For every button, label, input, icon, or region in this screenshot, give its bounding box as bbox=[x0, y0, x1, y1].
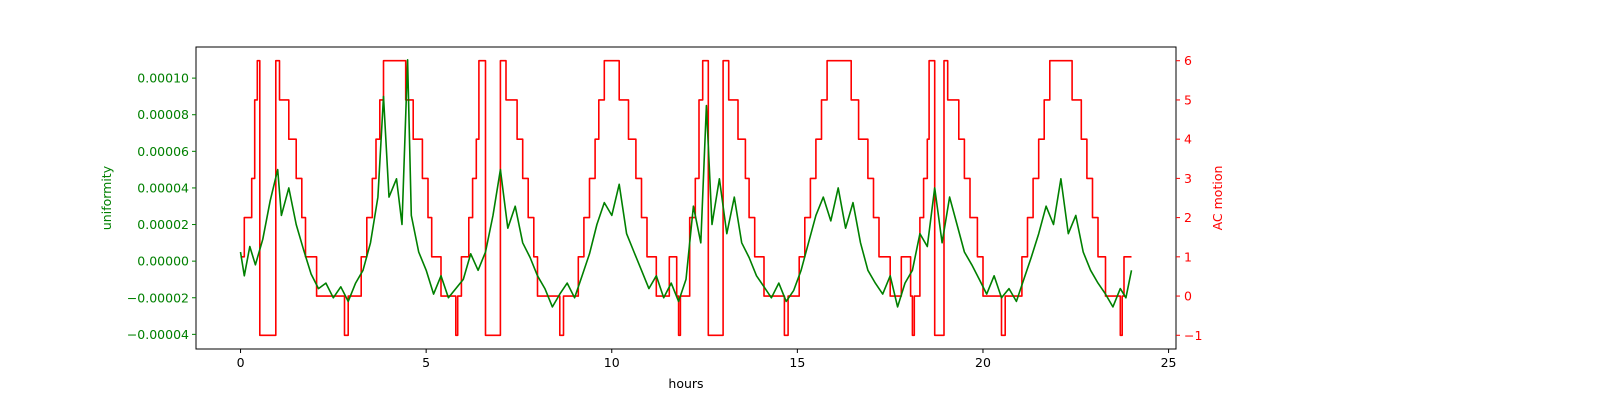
uniformity-series-line bbox=[239, 59, 1133, 308]
plot-frame bbox=[195, 46, 1177, 350]
x-tick-label: 15 bbox=[789, 355, 805, 370]
x-axis: 0 5 10 15 20 25 bbox=[237, 349, 1177, 370]
x-tick-label: 0 bbox=[237, 355, 245, 370]
y-right-tick-label: 4 bbox=[1184, 132, 1192, 147]
y-right-tick-label: 2 bbox=[1184, 210, 1192, 225]
x-axis-label: hours bbox=[668, 376, 703, 391]
y-axis-left-label: uniformity bbox=[99, 165, 114, 230]
y-right-tick-label: −1 bbox=[1184, 328, 1202, 343]
y-axis-right: −1 0 1 2 3 4 5 6 bbox=[1176, 53, 1202, 343]
y-left-tick-label: 0.00010 bbox=[137, 71, 189, 86]
y-right-tick-label: 3 bbox=[1184, 171, 1192, 186]
y-left-tick-label: 0.00002 bbox=[137, 217, 189, 232]
series-layer bbox=[239, 59, 1133, 337]
y-left-tick-label: 0.00008 bbox=[137, 107, 189, 122]
y-left-tick-label: 0.00004 bbox=[137, 180, 189, 195]
y-axis-right-label: AC motion bbox=[1210, 166, 1225, 231]
y-left-tick-label: −0.00004 bbox=[127, 327, 189, 342]
y-right-tick-label: 6 bbox=[1184, 53, 1192, 68]
y-right-tick-label: 0 bbox=[1184, 289, 1192, 304]
x-tick-label: 20 bbox=[975, 355, 991, 370]
x-tick-label: 25 bbox=[1161, 355, 1177, 370]
ac-motion-series-line bbox=[240, 59, 1132, 337]
y-right-tick-label: 1 bbox=[1184, 249, 1192, 264]
x-tick-label: 10 bbox=[604, 355, 620, 370]
y-left-tick-label: 0.00006 bbox=[137, 144, 189, 159]
x-tick-label: 5 bbox=[422, 355, 430, 370]
y-right-tick-label: 5 bbox=[1184, 92, 1192, 107]
plot-area-border bbox=[195, 46, 1177, 350]
y-left-tick-label: −0.00002 bbox=[127, 290, 189, 305]
y-axis-left: −0.00004 −0.00002 0.00000 0.00002 0.00004 0.0… bbox=[127, 71, 196, 342]
y-left-tick-label: 0.00000 bbox=[137, 254, 189, 269]
